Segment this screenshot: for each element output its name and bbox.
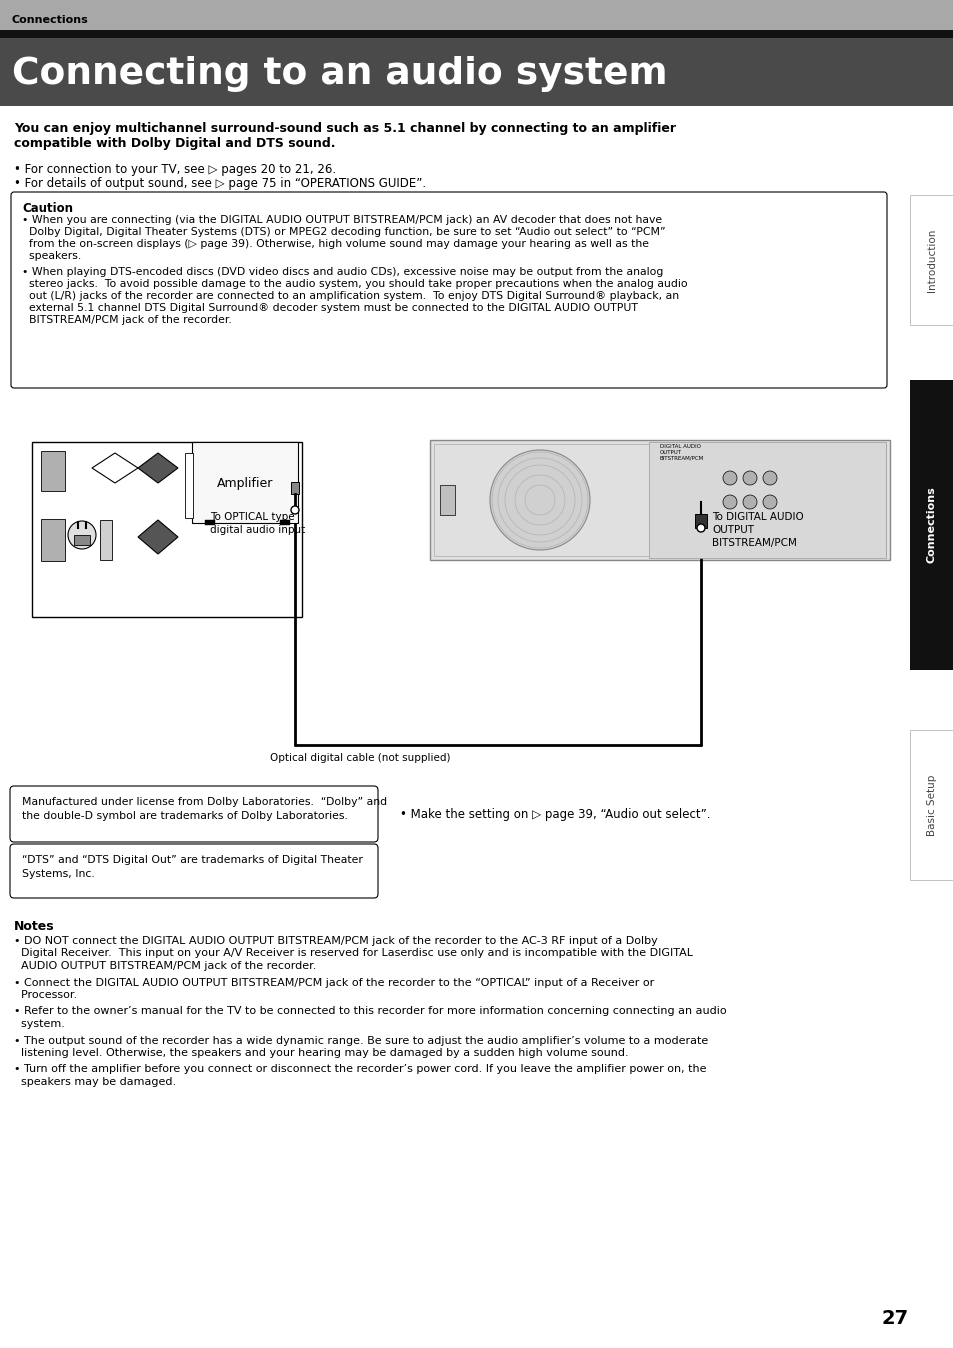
Text: Processor.: Processor. — [14, 989, 77, 1000]
Text: Connecting to an audio system: Connecting to an audio system — [12, 57, 667, 92]
Text: • For details of output sound, see ▷ page 75 in “OPERATIONS GUIDE”.: • For details of output sound, see ▷ pag… — [14, 177, 426, 190]
FancyBboxPatch shape — [909, 731, 953, 880]
Text: • When playing DTS-encoded discs (DVD video discs and audio CDs), excessive nois: • When playing DTS-encoded discs (DVD vi… — [22, 267, 662, 276]
Text: speakers.: speakers. — [22, 251, 81, 262]
FancyBboxPatch shape — [695, 514, 706, 528]
Circle shape — [291, 506, 298, 514]
Text: • DO NOT connect the DIGITAL AUDIO OUTPUT BITSTREAM/PCM jack of the recorder to : • DO NOT connect the DIGITAL AUDIO OUTPU… — [14, 936, 657, 946]
FancyBboxPatch shape — [185, 453, 193, 518]
Text: 27: 27 — [881, 1309, 907, 1328]
Circle shape — [742, 495, 757, 510]
Text: • Make the setting on ▷ page 39, “Audio out select”.: • Make the setting on ▷ page 39, “Audio … — [399, 807, 710, 821]
Text: Notes: Notes — [14, 919, 54, 933]
FancyBboxPatch shape — [41, 519, 65, 561]
FancyBboxPatch shape — [100, 520, 112, 559]
Text: Basic Setup: Basic Setup — [926, 774, 936, 836]
FancyBboxPatch shape — [10, 844, 377, 898]
Text: compatible with Dolby Digital and DTS sound.: compatible with Dolby Digital and DTS so… — [14, 137, 335, 150]
Polygon shape — [138, 520, 178, 554]
Text: Optical digital cable (not supplied): Optical digital cable (not supplied) — [270, 754, 450, 763]
FancyBboxPatch shape — [909, 195, 953, 325]
Text: You can enjoy multichannel surround-sound such as 5.1 channel by connecting to a: You can enjoy multichannel surround-soun… — [14, 123, 676, 135]
FancyBboxPatch shape — [648, 442, 885, 558]
Text: • Turn off the amplifier before you connect or disconnect the recorder’s power c: • Turn off the amplifier before you conn… — [14, 1065, 706, 1074]
Circle shape — [722, 470, 737, 485]
Text: Dolby Digital, Digital Theater Systems (DTS) or MPEG2 decoding function, be sure: Dolby Digital, Digital Theater Systems (… — [22, 226, 665, 237]
Text: Manufactured under license from Dolby Laboratories.  “Dolby” and
the double-D sy: Manufactured under license from Dolby La… — [22, 797, 387, 821]
FancyBboxPatch shape — [909, 380, 953, 670]
Text: • For connection to your TV, see ▷ pages 20 to 21, 26.: • For connection to your TV, see ▷ pages… — [14, 163, 335, 177]
Text: To OPTICAL type
digital audio input: To OPTICAL type digital audio input — [210, 512, 305, 535]
Text: external 5.1 channel DTS Digital Surround® decoder system must be connected to t: external 5.1 channel DTS Digital Surroun… — [22, 303, 638, 313]
Text: BITSTREAM/PCM: BITSTREAM/PCM — [659, 456, 703, 461]
Text: from the on-screen displays (▷ page 39). Otherwise, high volume sound may damage: from the on-screen displays (▷ page 39).… — [22, 239, 648, 249]
FancyBboxPatch shape — [430, 439, 889, 559]
Circle shape — [722, 495, 737, 510]
Text: Connections: Connections — [926, 487, 936, 563]
Text: system.: system. — [14, 1019, 65, 1029]
Text: AUDIO OUTPUT BITSTREAM/PCM jack of the recorder.: AUDIO OUTPUT BITSTREAM/PCM jack of the r… — [14, 961, 316, 971]
Text: Introduction: Introduction — [926, 228, 936, 291]
Text: out (L/R) jacks of the recorder are connected to an amplification system.  To en: out (L/R) jacks of the recorder are conn… — [22, 291, 679, 301]
Text: Caution: Caution — [22, 202, 73, 214]
Circle shape — [762, 470, 776, 485]
Text: • Connect the DIGITAL AUDIO OUTPUT BITSTREAM/PCM jack of the recorder to the “OP: • Connect the DIGITAL AUDIO OUTPUT BITST… — [14, 977, 654, 988]
Text: OUTPUT: OUTPUT — [659, 450, 681, 456]
FancyBboxPatch shape — [280, 520, 290, 524]
Text: To DIGITAL AUDIO
OUTPUT
BITSTREAM/PCM: To DIGITAL AUDIO OUTPUT BITSTREAM/PCM — [711, 512, 803, 549]
FancyBboxPatch shape — [439, 485, 455, 515]
FancyBboxPatch shape — [0, 38, 953, 106]
Circle shape — [697, 524, 704, 532]
Circle shape — [68, 520, 96, 549]
Text: Connections: Connections — [12, 15, 89, 26]
Text: listening level. Otherwise, the speakers and your hearing may be damaged by a su: listening level. Otherwise, the speakers… — [14, 1047, 628, 1058]
Text: “DTS” and “DTS Digital Out” are trademarks of Digital Theater
Systems, Inc.: “DTS” and “DTS Digital Out” are trademar… — [22, 855, 362, 879]
FancyBboxPatch shape — [192, 442, 297, 523]
Text: Amplifier: Amplifier — [216, 476, 273, 489]
FancyBboxPatch shape — [0, 0, 953, 30]
Text: stereo jacks.  To avoid possible damage to the audio system, you should take pro: stereo jacks. To avoid possible damage t… — [22, 279, 687, 288]
FancyBboxPatch shape — [291, 483, 298, 493]
Text: speakers may be damaged.: speakers may be damaged. — [14, 1077, 176, 1086]
FancyBboxPatch shape — [11, 191, 886, 388]
FancyBboxPatch shape — [10, 786, 377, 842]
FancyBboxPatch shape — [74, 535, 90, 545]
Text: • Refer to the owner’s manual for the TV to be connected to this recorder for mo: • Refer to the owner’s manual for the TV… — [14, 1007, 726, 1016]
Text: DIGITAL AUDIO: DIGITAL AUDIO — [659, 443, 700, 449]
Text: • When you are connecting (via the DIGITAL AUDIO OUTPUT BITSTREAM/PCM jack) an A: • When you are connecting (via the DIGIT… — [22, 214, 661, 225]
Circle shape — [762, 495, 776, 510]
Circle shape — [490, 450, 589, 550]
FancyBboxPatch shape — [205, 520, 214, 524]
Polygon shape — [91, 453, 138, 483]
Text: • The output sound of the recorder has a wide dynamic range. Be sure to adjust t: • The output sound of the recorder has a… — [14, 1035, 707, 1046]
FancyBboxPatch shape — [0, 30, 953, 38]
FancyBboxPatch shape — [41, 452, 65, 491]
Polygon shape — [138, 453, 178, 483]
Circle shape — [742, 470, 757, 485]
Text: BITSTREAM/PCM jack of the recorder.: BITSTREAM/PCM jack of the recorder. — [22, 315, 232, 325]
Text: Digital Receiver.  This input on your A/V Receiver is reserved for Laserdisc use: Digital Receiver. This input on your A/V… — [14, 949, 692, 958]
